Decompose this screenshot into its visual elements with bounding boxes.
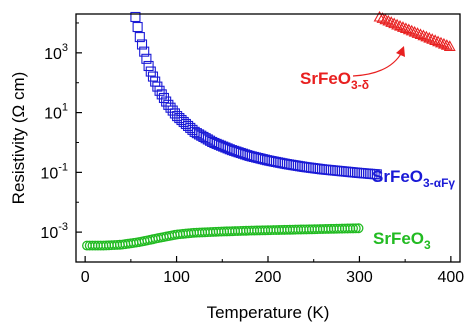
- ticks-layer: 0 100 200 300 400 10-3 10-1 101 103: [40, 22, 465, 286]
- data-point: [408, 25, 421, 37]
- data-point: [373, 10, 386, 22]
- annotation-arrow-head: [396, 46, 405, 57]
- y-tick-label: 10-3: [40, 221, 68, 242]
- annotation-arrow-line: [352, 51, 403, 77]
- x-tick-label: 400: [438, 269, 465, 286]
- x-tick-label: 300: [346, 269, 373, 286]
- data-point: [130, 11, 141, 23]
- data-point: [391, 18, 404, 30]
- data-point: [411, 27, 424, 38]
- data-point: [405, 24, 418, 36]
- data-point: [376, 12, 389, 23]
- data-point: [402, 23, 415, 35]
- annotation-layer: [352, 46, 405, 77]
- data-point: [394, 19, 406, 31]
- data-point: [350, 223, 361, 234]
- data-point: [429, 34, 442, 45]
- data-point: [440, 39, 453, 50]
- data-point: [348, 223, 358, 234]
- y-axis-label: Resistivity (Ω cm): [9, 72, 28, 205]
- x-tick-label: 200: [255, 269, 282, 286]
- data-point: [134, 32, 145, 43]
- y-tick-label: 103: [44, 42, 68, 63]
- data-marks-layer: [82, 10, 456, 251]
- data-point: [432, 35, 444, 47]
- data-point: [426, 33, 439, 44]
- data-point: [435, 36, 447, 48]
- data-point: [143, 60, 154, 72]
- data-point: [136, 39, 148, 50]
- series-label: SrFeO3: [373, 229, 431, 252]
- data-point: [417, 29, 430, 41]
- data-point: [388, 17, 401, 29]
- data-point: [379, 13, 392, 25]
- series-circle-markers: [82, 223, 364, 251]
- data-point: [353, 223, 364, 234]
- data-point: [437, 37, 450, 49]
- data-point: [443, 40, 456, 51]
- data-point: [382, 14, 395, 26]
- data-point: [414, 28, 427, 40]
- data-point: [420, 30, 433, 42]
- y-tick-label: 101: [44, 102, 68, 123]
- series-square-markers: [130, 11, 382, 180]
- series-triangle-markers: [373, 10, 456, 51]
- y-axis-label-suffix: cm): [9, 72, 28, 105]
- series-labels-layer: SrFeO3-αFγ SrFeO3-δ SrFeO3: [300, 69, 455, 252]
- data-point: [139, 46, 150, 57]
- series-label: SrFeO3-δ: [300, 69, 369, 92]
- data-point: [141, 53, 152, 64]
- data-point: [423, 31, 436, 43]
- data-point: [371, 169, 382, 180]
- x-axis-label: Temperature (K): [207, 303, 330, 322]
- y-axis-label-omega: Ω: [9, 105, 28, 118]
- series-label: SrFeO3-αFγ: [372, 167, 455, 190]
- data-point: [385, 16, 398, 27]
- data-point: [132, 21, 143, 33]
- data-point: [399, 22, 412, 34]
- y-tick-label: 10-1: [40, 161, 68, 182]
- data-point: [397, 21, 409, 32]
- x-tick-label: 100: [163, 269, 190, 286]
- y-axis-label-prefix: Resistivity (: [9, 117, 28, 204]
- x-tick-label: 0: [81, 269, 90, 286]
